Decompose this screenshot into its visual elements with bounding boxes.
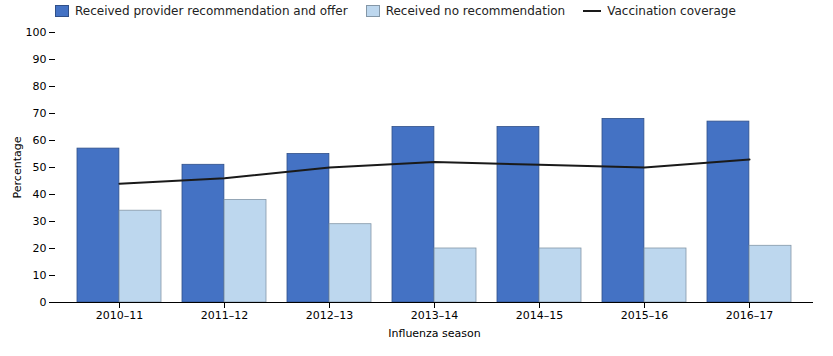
svg-text:Influenza season: Influenza season bbox=[388, 327, 481, 340]
html-text:Vaccination coverage: Vaccination coverage bbox=[607, 4, 736, 18]
svg-text:80: 80 bbox=[33, 80, 47, 93]
svg-text:0: 0 bbox=[40, 296, 47, 309]
svg-text:2010–11: 2010–11 bbox=[96, 309, 144, 322]
svg-text:10: 10 bbox=[33, 269, 47, 282]
svg-text:50: 50 bbox=[33, 161, 47, 174]
svg-text:2016–17: 2016–17 bbox=[726, 309, 774, 322]
svg-text:60: 60 bbox=[33, 134, 47, 147]
svg-text:2014–15: 2014–15 bbox=[516, 309, 564, 322]
svg-text:2013–14: 2013–14 bbox=[411, 309, 459, 322]
svg-text:Percentage: Percentage bbox=[11, 136, 24, 198]
svg-text:2011–12: 2011–12 bbox=[201, 309, 249, 322]
svg-text:40: 40 bbox=[33, 188, 47, 201]
svg-text:70: 70 bbox=[33, 107, 47, 120]
svg-text:30: 30 bbox=[33, 215, 47, 228]
svg-text:2015–16: 2015–16 bbox=[621, 309, 669, 322]
html-text:Received provider recommendati: Received provider recommendation and off… bbox=[75, 4, 348, 18]
svg-text:100: 100 bbox=[26, 26, 47, 39]
svg-text:2012–13: 2012–13 bbox=[306, 309, 354, 322]
svg-text:20: 20 bbox=[33, 242, 47, 255]
html-text:Received no recommendation: Received no recommendation bbox=[385, 4, 566, 18]
svg-text:90: 90 bbox=[33, 53, 47, 66]
